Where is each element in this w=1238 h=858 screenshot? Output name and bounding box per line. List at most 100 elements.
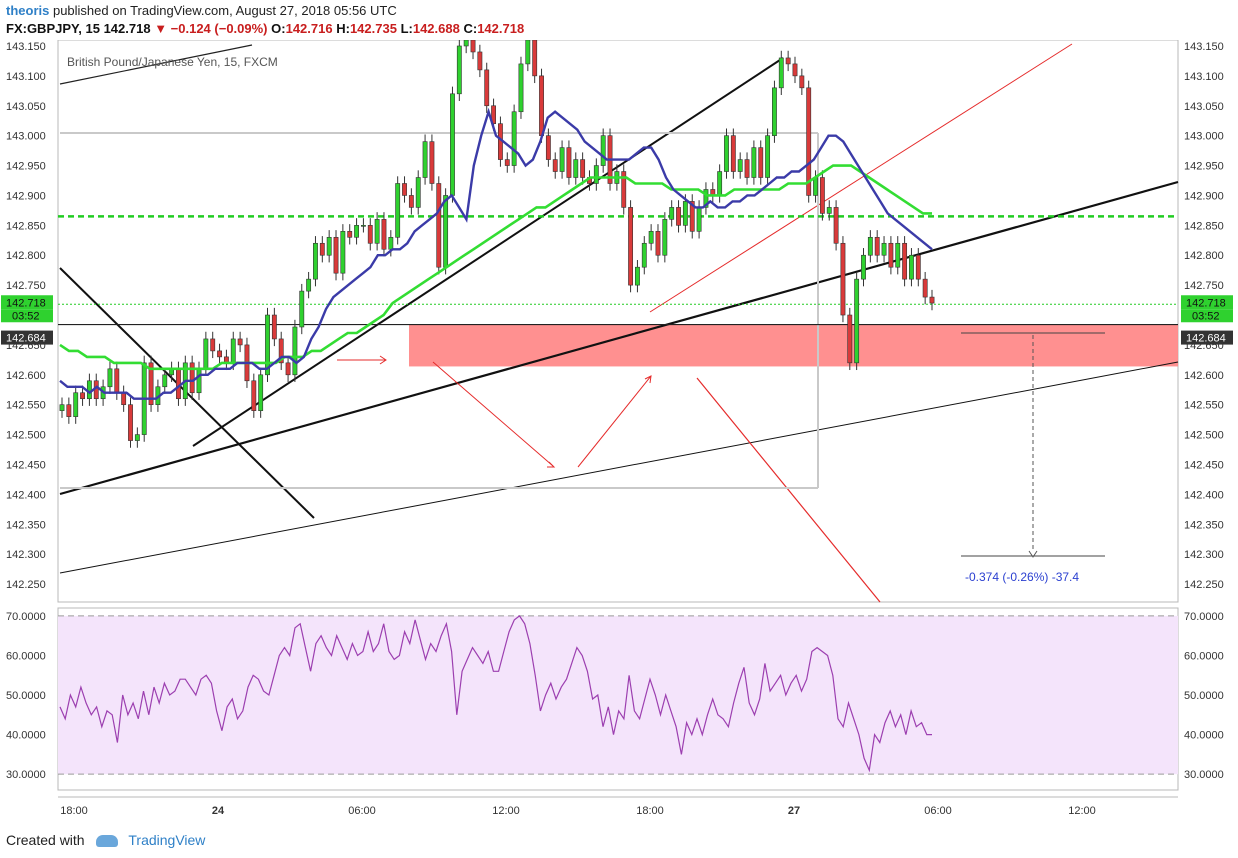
candle (73, 385, 79, 424)
candle-body (450, 93, 455, 196)
candle (621, 164, 627, 215)
candle (80, 385, 85, 406)
tradingview-link[interactable]: TradingView (128, 832, 206, 848)
y-tick-left: 142.600 (6, 370, 46, 382)
candle (847, 307, 853, 371)
candle (415, 170, 421, 215)
candle-body (210, 338, 216, 352)
candle-body (772, 87, 777, 136)
candle (854, 271, 860, 371)
y-tick-right: 143.150 (1184, 41, 1224, 53)
candle (593, 158, 599, 191)
candle (566, 140, 572, 185)
x-tick-label: 18:00 (60, 805, 88, 817)
rsi-tick-left: 40.0000 (6, 730, 46, 742)
candle-body (128, 404, 133, 441)
candle (319, 236, 325, 263)
candle (265, 307, 270, 382)
candle (765, 128, 771, 185)
candle (313, 236, 318, 287)
candle (525, 40, 531, 72)
trend-line-top-left (59, 44, 253, 85)
candle (689, 194, 695, 239)
candle-body (477, 51, 483, 71)
rsi-tick-right: 70.0000 (1184, 611, 1224, 623)
candle (874, 230, 880, 263)
candle (545, 128, 551, 167)
candle (902, 236, 908, 287)
candle-body (799, 75, 805, 89)
candle-body (861, 254, 866, 280)
candle-body (395, 183, 401, 238)
candle-body (80, 392, 85, 400)
candle-body (292, 326, 298, 376)
candle-body (895, 242, 901, 268)
rsi-tick-left: 60.0000 (6, 650, 46, 662)
candle-body (696, 207, 702, 232)
candle (347, 224, 353, 245)
candle (600, 128, 606, 173)
created-with: Created with (6, 832, 85, 848)
candle-body (189, 362, 195, 394)
candle-body (669, 207, 675, 220)
y-tick-left: 142.500 (6, 430, 46, 442)
candle-body (436, 183, 442, 268)
close-value: 142.718 (477, 21, 525, 36)
lower-channel-line (59, 361, 1179, 574)
candle (792, 56, 798, 84)
candle-body (148, 362, 154, 406)
candle-body (758, 147, 764, 178)
y-tick-left: 142.250 (6, 579, 46, 591)
candle-body (230, 338, 236, 364)
y-tick-right: 142.900 (1184, 190, 1224, 202)
candle-body (730, 135, 736, 172)
y-tick-right: 142.350 (1184, 519, 1224, 531)
y-tick-left: 142.850 (6, 220, 46, 232)
price-chart[interactable]: 142.250 142.250 142.300 142.300 142.350 142.3… (0, 40, 1238, 830)
candle-body (347, 231, 353, 238)
candle-body (744, 159, 750, 178)
y-tick-right: 143.000 (1184, 131, 1224, 143)
candle-body (484, 69, 490, 107)
red-arrow-up (577, 375, 652, 468)
x-tick-label: 24 (212, 805, 225, 817)
candle-body (511, 111, 517, 166)
candle (374, 212, 380, 251)
candle-body (717, 171, 723, 196)
candle-body (326, 236, 332, 256)
candle-body (819, 177, 825, 214)
candle-body (360, 225, 366, 227)
candle-body (443, 195, 449, 268)
ema-fast-line (59, 107, 933, 400)
candle-body (251, 380, 257, 411)
candle (840, 236, 846, 323)
y-tick-right: 142.600 (1184, 370, 1224, 382)
candle-body (662, 219, 668, 256)
candle (278, 331, 284, 371)
candle (463, 40, 469, 54)
candle-body (833, 207, 839, 244)
candle (648, 224, 654, 251)
candle-body (635, 266, 640, 286)
measure-label: -0.374 (-0.26%) -37.4 (965, 570, 1079, 584)
candle (429, 134, 435, 191)
candle (484, 62, 490, 113)
high-value: 142.735 (349, 21, 397, 36)
candle (456, 40, 462, 101)
candle-body (922, 278, 928, 298)
candle-body (929, 296, 935, 304)
last-price-text-left: 142.718 (6, 297, 46, 309)
candle (730, 128, 736, 179)
candle (785, 50, 791, 72)
x-tick-label: 12:00 (492, 805, 520, 817)
candle-body (518, 63, 524, 113)
y-tick-left: 142.350 (6, 519, 46, 531)
candle (299, 283, 305, 335)
candle (641, 236, 647, 275)
candle-body (648, 231, 654, 244)
last-price-tag-left (1, 295, 53, 310)
author-link[interactable]: theoris (6, 3, 50, 18)
red-projection-line (696, 377, 881, 603)
countdown-tag-right (1181, 309, 1233, 323)
candle (518, 56, 524, 119)
